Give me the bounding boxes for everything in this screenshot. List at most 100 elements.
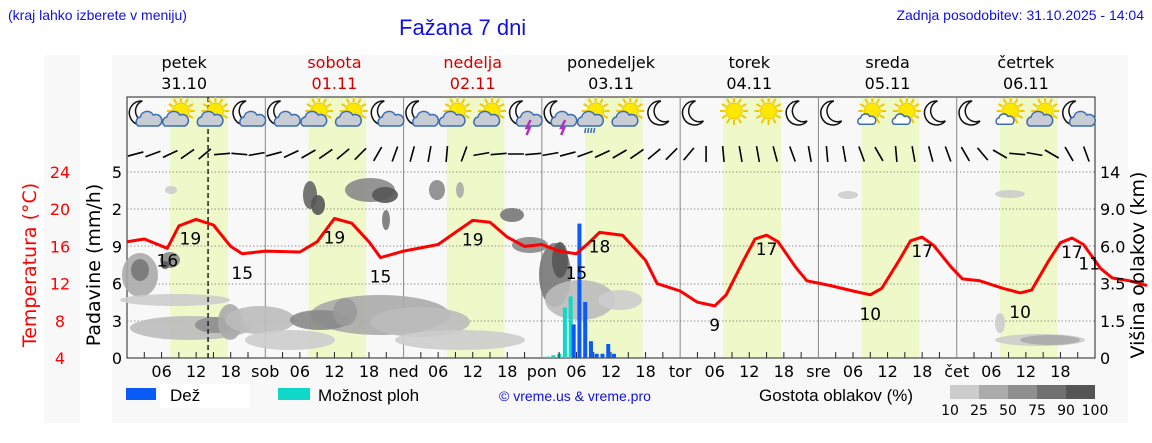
- moon-cloud-thunder-icon: [508, 100, 543, 136]
- sun-cloud-icon: [162, 97, 195, 127]
- wind-barb: [409, 146, 416, 162]
- wind-barb: [248, 151, 265, 157]
- day-name-6: četrtek: [997, 53, 1055, 72]
- moon-icon: [647, 100, 670, 126]
- cloud-height-tick: 14: [1100, 163, 1120, 182]
- temperature-label: 17: [1061, 243, 1083, 263]
- cloud-blob: [311, 195, 325, 215]
- day-name-3: ponedeljek: [567, 53, 656, 72]
- sun-cloud-rain-icon: [576, 97, 610, 134]
- sun-cloud-icon: [334, 97, 368, 127]
- showers-bar: [562, 307, 567, 358]
- cloud-density-tick: 75: [1028, 403, 1046, 419]
- wind-barb: [960, 146, 971, 162]
- hour-tick-label: 12: [1016, 362, 1036, 381]
- day-date-4: 04.11: [726, 74, 772, 93]
- hour-tick-label: 12: [877, 362, 897, 381]
- day-short-label: pon: [527, 362, 557, 381]
- hour-tick-label: 12: [601, 362, 621, 381]
- day-name-4: torek: [729, 53, 771, 72]
- wind-barb: [214, 152, 231, 156]
- hour-tick-label: 18: [497, 362, 517, 381]
- temperature-label: 15: [566, 264, 588, 284]
- daylight-band: [585, 97, 643, 358]
- temperature-label: 10: [1009, 303, 1031, 323]
- temperature-label: 19: [324, 229, 346, 249]
- wind-barb: [755, 145, 761, 163]
- daylight-band: [723, 97, 781, 358]
- day-short-label: ned: [389, 362, 419, 381]
- cloud-height-tick: 9.0: [1100, 200, 1125, 219]
- showers-bar: [568, 296, 573, 358]
- precip-tick: 2: [112, 200, 122, 219]
- cloud-density-legend-title: Gostota oblakov (%): [759, 386, 913, 405]
- day-date-5: 05.11: [865, 74, 911, 93]
- wind-barb: [162, 149, 178, 159]
- day-date-1: 01.11: [312, 74, 358, 93]
- day-date-2: 02.11: [450, 74, 496, 93]
- temperature-label: 16: [157, 251, 179, 271]
- left-axis-panel: [44, 55, 80, 423]
- cloud-blob: [382, 210, 390, 230]
- hour-tick-label: 06: [290, 362, 310, 381]
- hour-tick-label: 06: [151, 362, 171, 381]
- wind-barb: [265, 151, 282, 157]
- day-date-6: 06.11: [1003, 74, 1049, 93]
- moon-cloud-icon: [128, 100, 163, 127]
- wind-barb: [976, 147, 989, 161]
- wind-barb: [460, 146, 468, 162]
- cloud-blob: [598, 290, 642, 310]
- hour-tick-label: 18: [1050, 362, 1070, 381]
- cloud-density-swatch: [1066, 385, 1095, 399]
- moon-cloud-icon: [405, 100, 440, 127]
- wind-barb: [1064, 146, 1074, 162]
- temperature-label: 11: [1078, 255, 1100, 275]
- wind-barb: [894, 145, 898, 163]
- cloud-blob: [456, 182, 464, 198]
- cloud-blob: [500, 208, 524, 222]
- temperature-tick: 16: [50, 237, 70, 256]
- cloud-blob: [245, 330, 335, 350]
- moon-cloud-icon: [1062, 100, 1096, 127]
- day-name-2: nedelja: [443, 53, 502, 72]
- moon-icon: [681, 100, 704, 126]
- hour-tick-label: 18: [635, 362, 655, 381]
- hour-tick-label: 18: [774, 362, 794, 381]
- hour-tick-label: 06: [843, 362, 863, 381]
- day-date-3: 03.11: [588, 74, 634, 93]
- rain-bar: [577, 223, 582, 358]
- cloud-blob: [995, 190, 1025, 198]
- moon-cloud-icon: [370, 100, 405, 127]
- cloud-density-layer: [120, 178, 1085, 350]
- wind-barb: [647, 148, 661, 160]
- rain-bar: [612, 353, 616, 358]
- showers-legend-label: Možnost ploh: [318, 386, 419, 405]
- wind-barb: [445, 145, 449, 163]
- day-short-label: čet: [944, 362, 969, 381]
- showers-legend-swatch: [278, 388, 310, 400]
- wind-barb: [283, 149, 299, 159]
- rain-bar: [583, 302, 588, 358]
- wind-barb: [577, 150, 593, 158]
- hour-tick-label: 12: [186, 362, 206, 381]
- cloud-density-tick: 90: [1057, 403, 1075, 419]
- cloud-density-tick: 100: [1082, 403, 1109, 419]
- sun-icon: [754, 97, 783, 125]
- temperature-tick: 24: [50, 163, 70, 182]
- cloud-height-tick: 1.5: [1100, 312, 1125, 331]
- wind-barb: [198, 148, 212, 160]
- page-title: Fažana 7 dni: [399, 15, 527, 40]
- wind-barb: [927, 146, 934, 162]
- daylight-band: [861, 97, 920, 358]
- wind-barb: [525, 152, 542, 156]
- day-short-label: sob: [251, 362, 279, 381]
- wind-barb: [1044, 149, 1060, 159]
- cloud-density-swatch: [950, 385, 979, 399]
- legend-bg: [160, 384, 250, 408]
- wind-barb: [372, 146, 383, 162]
- cloud-blob: [333, 298, 357, 326]
- temperature-label: 9: [709, 316, 720, 336]
- sun-cloud-icon: [438, 97, 472, 127]
- cloud-density-swatch: [979, 385, 1008, 399]
